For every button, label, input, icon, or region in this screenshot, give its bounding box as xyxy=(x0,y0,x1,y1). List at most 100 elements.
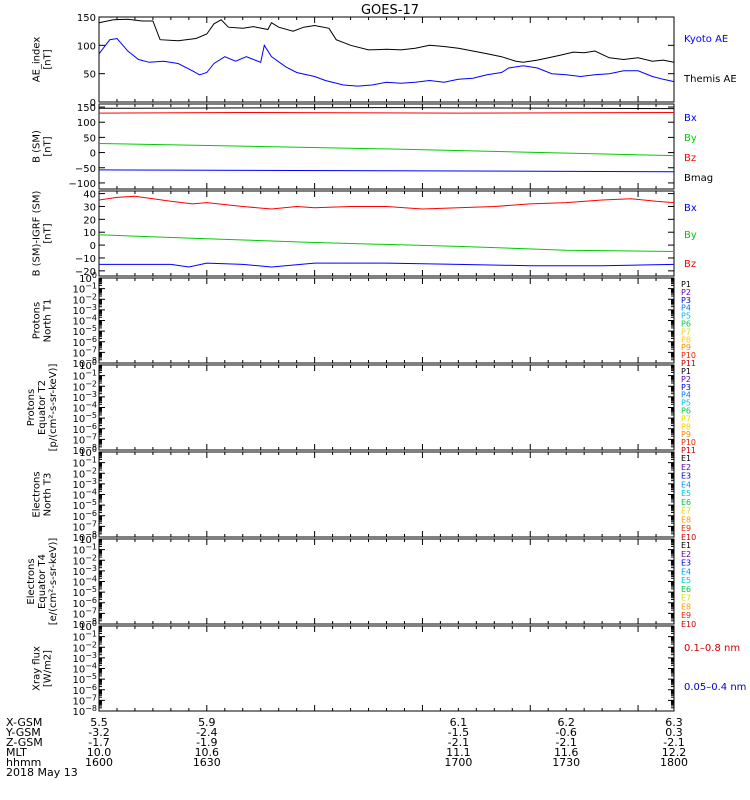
ephemeris-value: 1600 xyxy=(85,756,113,769)
legend-entry: E2 xyxy=(681,550,691,559)
y-tick-label: 100 xyxy=(77,41,96,52)
y-tick-label: 100 xyxy=(77,118,96,129)
y-axis-label: [e/(cm²-s-sr-keV)] xyxy=(48,538,59,626)
legend-entry: E1 xyxy=(681,454,691,463)
series-line xyxy=(98,37,675,87)
y-axis-label: North T1 xyxy=(43,299,54,343)
legend-entry: P10 xyxy=(681,438,696,447)
legend-entry: 0.1–0.8 nm xyxy=(684,643,740,654)
y-axis-label: [nT] xyxy=(43,223,54,243)
ephemeris-value: 6.1 xyxy=(450,716,468,729)
legend-entry: 0.05–0.4 nm xyxy=(684,682,746,693)
series-line xyxy=(98,169,675,173)
ephemeris-value: -2.1 xyxy=(663,736,684,749)
y-tick-label: 150 xyxy=(77,103,96,114)
ephemeris-row-label: X-GSM xyxy=(6,716,42,729)
legend-entry: P7 xyxy=(681,327,691,336)
legend-entry: E6 xyxy=(681,498,691,507)
ephemeris-value: -3.2 xyxy=(88,726,109,739)
legend-entry: P6 xyxy=(681,320,691,329)
ephemeris-value: -2.1 xyxy=(555,736,576,749)
y-tick-label: 10 xyxy=(83,228,96,239)
panel-frame xyxy=(98,277,675,364)
ephemeris-value: 10.6 xyxy=(195,746,220,759)
legend-entry: E7 xyxy=(681,594,691,603)
legend-entry: E5 xyxy=(681,489,691,498)
legend-entry: Kyoto AE xyxy=(684,34,728,45)
ephemeris-value: 5.5 xyxy=(90,716,108,729)
date-label: 2018 May 13 xyxy=(6,766,78,779)
legend-entry: P2 xyxy=(681,288,691,297)
panel-frame xyxy=(98,451,675,538)
y-tick-label: 50 xyxy=(83,70,96,81)
ephemeris-value: -1.7 xyxy=(88,736,109,749)
panel-frame xyxy=(98,16,675,103)
ephemeris-value: 11.1 xyxy=(446,746,471,759)
legend-entry: Bz xyxy=(684,153,696,164)
legend-entry: P8 xyxy=(681,335,691,344)
y-tick-label: 20 xyxy=(83,215,96,226)
legend-entry: E8 xyxy=(681,602,691,611)
y-tick-label: −100 xyxy=(69,179,96,190)
ephemeris-value: -2.1 xyxy=(448,736,469,749)
legend-entry: E9 xyxy=(681,611,691,620)
ephemeris-value: -0.6 xyxy=(555,726,576,739)
ephemeris-row-label: Y-GSM xyxy=(5,726,41,739)
legend-entry: P5 xyxy=(681,399,691,408)
legend-entry: E9 xyxy=(681,524,691,533)
legend-entry: Themis AE xyxy=(683,74,737,85)
legend-entry: E6 xyxy=(681,585,691,594)
ephemeris-value: 12.2 xyxy=(662,746,687,759)
legend-entry: By xyxy=(684,230,697,241)
y-tick-label: −50 xyxy=(75,164,96,175)
legend-entry: Bz xyxy=(684,259,696,270)
series-line xyxy=(98,234,675,252)
legend-entry: E4 xyxy=(681,567,691,576)
legend-entry: P4 xyxy=(681,304,691,313)
y-axis-label: Electrons xyxy=(32,471,43,517)
legend-entry: E5 xyxy=(681,576,691,585)
y-axis-label: North T3 xyxy=(43,473,54,517)
series-line xyxy=(98,195,675,210)
ephemeris-value: 6.2 xyxy=(557,716,575,729)
series-line xyxy=(98,143,675,157)
legend-entry: P11 xyxy=(681,359,696,368)
panel-5: 10−810−710−610−510−410−310−210−1100Proto… xyxy=(26,358,696,457)
y-axis-label: [W/m2] xyxy=(43,650,54,687)
ephemeris-value: 10.0 xyxy=(87,746,112,759)
y-axis-label: [nT] xyxy=(43,49,54,69)
legend-entry: P1 xyxy=(681,280,691,289)
panel-frame xyxy=(98,625,675,712)
legend-entry: E4 xyxy=(681,480,691,489)
panel-1: 0 50 100 150 AE_index [nT] Kyoto AE Themis AE xyxy=(32,13,737,109)
ephemeris-value: -2.4 xyxy=(196,726,217,739)
panel-6: 10−810−710−610−510−410−310−210−1100Elect… xyxy=(32,445,697,544)
legend-entry: E8 xyxy=(681,515,691,524)
panel-frame xyxy=(98,364,675,451)
panel-7: 10−810−710−610−510−410−310−210−1100Elect… xyxy=(26,532,696,631)
y-tick-label: −20 xyxy=(75,267,96,278)
legend-entry: P11 xyxy=(681,446,696,455)
ephemeris-value: 1730 xyxy=(552,756,580,769)
panel-frame xyxy=(98,103,675,190)
y-tick-label: 40 xyxy=(83,190,96,201)
panel-2: −100 −50 0 50 100 150 B (SM) [nT] Bx By Bz Bmag xyxy=(32,103,714,190)
y-axis-label: Protons xyxy=(26,389,37,426)
legend-entry: P9 xyxy=(681,430,691,439)
legend-entry: Bx xyxy=(684,113,697,124)
ephemeris-value: -1.9 xyxy=(196,736,217,749)
panel-frame xyxy=(98,538,675,625)
legend-entry: Bx xyxy=(684,203,697,214)
legend-entry: Bmag xyxy=(684,173,713,184)
legend-entry: E10 xyxy=(681,533,696,542)
series-line xyxy=(98,107,675,110)
ephemeris-row-label: MLT xyxy=(6,746,27,759)
y-axis-label: [p/(cm²-s-sr-keV)] xyxy=(48,364,59,452)
legend-entry: By xyxy=(684,133,697,144)
legend-entry: P3 xyxy=(681,383,691,392)
legend-entry: P6 xyxy=(681,407,691,416)
legend-entry: E7 xyxy=(681,507,691,516)
